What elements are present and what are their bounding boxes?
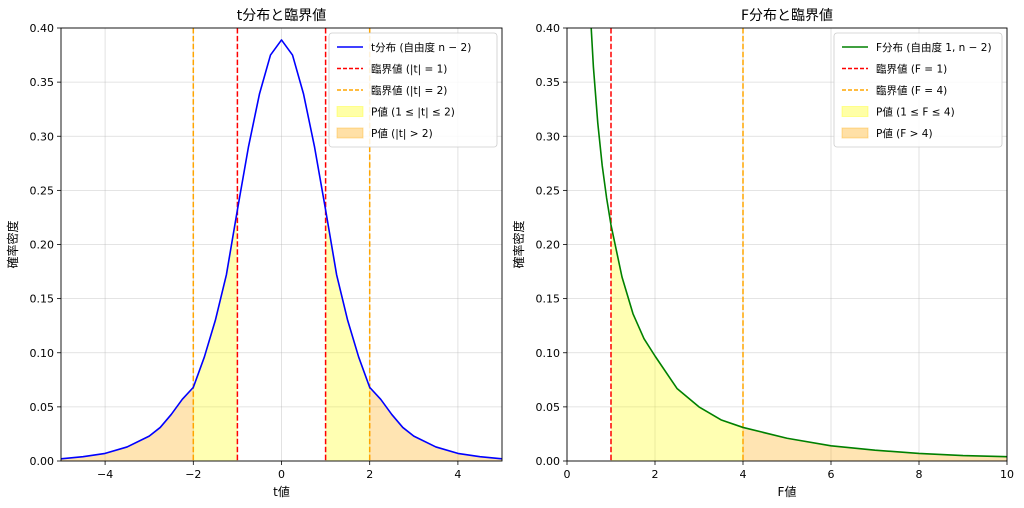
legend-label: P値 (1 ≤ F ≤ 4) <box>876 106 955 119</box>
t-distribution-panel: −4 −2 0 2 4 0.00 0.05 0.10 0.15 0.20 0.25 0.30 0.35 0… <box>5 8 503 499</box>
x-tick-label: 8 <box>916 468 923 481</box>
x-tick-label: −2 <box>185 468 201 481</box>
y-tick-label: 0.40 <box>30 22 55 35</box>
y-axis-label: 確率密度 <box>5 220 20 268</box>
y-tick-label: 0.25 <box>30 184 55 197</box>
legend-label: 臨界値 (|t| = 2) <box>371 84 447 97</box>
legend-box <box>328 32 498 148</box>
legend-label: P値 (|t| > 2) <box>371 127 433 140</box>
legend-label: t分布 (自由度 n − 2) <box>371 41 471 54</box>
y-tick-label: 0.30 <box>536 130 561 143</box>
y-tick-label: 0.00 <box>30 455 55 468</box>
y-tick-label: 0.20 <box>536 239 561 252</box>
legend-swatch-patch <box>841 127 869 139</box>
legend-label: 臨界値 (F = 1) <box>876 63 947 76</box>
x-tick-label: 2 <box>366 468 373 481</box>
x-tick-label: 0 <box>278 468 285 481</box>
legend-swatch-patch <box>336 127 364 139</box>
legend-label: P値 (1 ≤ |t| ≤ 2) <box>371 106 455 119</box>
chart-title: t分布と臨界値 <box>237 8 327 24</box>
legend-label: F分布 (自由度 1, n − 2) <box>876 41 992 54</box>
y-tick-label: 0.20 <box>30 239 55 252</box>
plot-area <box>590 28 1007 461</box>
legend-label: P値 (F > 4) <box>876 127 933 140</box>
y-tick-label: 0.35 <box>536 76 561 89</box>
x-tick-label: 6 <box>828 468 835 481</box>
y-axis-label: 確率密度 <box>511 220 526 268</box>
legend-label: 臨界値 (F = 4) <box>876 84 947 97</box>
chart-title: F分布と臨界値 <box>741 8 833 24</box>
x-tick-label: 2 <box>652 468 659 481</box>
x-axis-label: t値 <box>273 484 290 499</box>
p-value-area <box>369 387 502 461</box>
distribution-curve <box>590 28 1007 458</box>
x-tick-label: 10 <box>1000 468 1014 481</box>
y-tick-label: 0.35 <box>30 76 55 89</box>
legend-swatch-patch <box>336 106 364 117</box>
x-tick-label: 4 <box>740 468 747 481</box>
x-tick-label: −4 <box>97 468 113 481</box>
f-distribution-panel: 0 2 4 6 8 10 0.00 0.05 0.10 0.15 0.20 0.25 0.30 0.35 0… <box>511 8 1014 499</box>
x-tick-label: 0 <box>564 468 571 481</box>
y-tick-label: 0.15 <box>30 293 55 306</box>
x-tick-label: 4 <box>454 468 461 481</box>
y-tick-label: 0.00 <box>536 455 561 468</box>
y-tick-label: 0.05 <box>536 401 561 414</box>
p-value-area <box>193 209 238 461</box>
p-value-area <box>61 387 194 461</box>
plot-area <box>61 28 502 461</box>
legend-label: 臨界値 (|t| = 1) <box>371 63 447 76</box>
legend-box <box>833 32 1003 148</box>
y-tick-label: 0.05 <box>30 401 55 414</box>
legend: F分布 (自由度 1, n − 2) 臨界値 (F = 1) 臨界値 (F = 4)… <box>833 32 1003 148</box>
legend: t分布 (自由度 n − 2) 臨界値 (|t| = 1) 臨界値 (|t| = 2… <box>328 32 498 148</box>
y-tick-label: 0.10 <box>30 347 55 360</box>
y-tick-label: 0.25 <box>536 184 561 197</box>
p-value-area <box>743 427 1007 461</box>
legend-swatch-patch <box>841 106 869 117</box>
p-value-area <box>611 225 743 461</box>
x-axis-label: F値 <box>778 484 797 499</box>
y-tick-label: 0.30 <box>30 130 55 143</box>
p-value-area <box>325 209 370 461</box>
y-tick-label: 0.15 <box>536 293 561 306</box>
y-tick-label: 0.10 <box>536 347 561 360</box>
y-tick-label: 0.40 <box>536 22 561 35</box>
distribution-curve <box>61 39 502 460</box>
